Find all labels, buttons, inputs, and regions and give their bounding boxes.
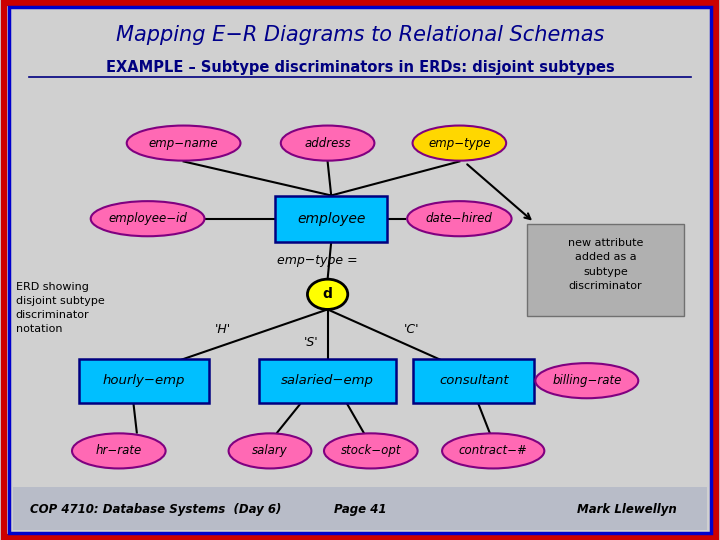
Ellipse shape [229, 433, 311, 468]
Text: 'S': 'S' [304, 336, 318, 349]
Ellipse shape [281, 126, 374, 161]
Ellipse shape [413, 126, 506, 161]
Ellipse shape [91, 201, 204, 237]
Ellipse shape [442, 433, 544, 468]
Text: billing−rate: billing−rate [552, 374, 621, 387]
Text: contract−#: contract−# [459, 444, 528, 457]
Text: hourly−emp: hourly−emp [103, 374, 185, 387]
FancyBboxPatch shape [527, 224, 684, 316]
Text: employee: employee [297, 212, 365, 226]
Ellipse shape [535, 363, 638, 399]
Text: Mark Llewellyn: Mark Llewellyn [577, 503, 676, 516]
Text: salary: salary [252, 444, 288, 457]
Text: emp−type: emp−type [428, 137, 490, 150]
Text: ERD showing
disjoint subtype
discriminator
notation: ERD showing disjoint subtype discriminat… [16, 282, 104, 334]
Text: 'H': 'H' [215, 323, 231, 336]
Text: hr−rate: hr−rate [96, 444, 142, 457]
Ellipse shape [324, 433, 418, 468]
Text: consultant: consultant [439, 374, 508, 387]
Text: address: address [305, 137, 351, 150]
FancyBboxPatch shape [413, 359, 534, 403]
Text: emp−type =: emp−type = [277, 254, 358, 267]
Text: Page 41: Page 41 [334, 503, 386, 516]
Text: emp−name: emp−name [149, 137, 218, 150]
Text: d: d [323, 287, 333, 301]
FancyBboxPatch shape [13, 487, 707, 530]
Text: salaried−emp: salaried−emp [282, 374, 374, 387]
Text: COP 4710: Database Systems  (Day 6): COP 4710: Database Systems (Day 6) [30, 503, 282, 516]
Text: date−hired: date−hired [426, 212, 492, 225]
Circle shape [307, 279, 348, 309]
FancyBboxPatch shape [275, 195, 387, 241]
Ellipse shape [127, 126, 240, 161]
Text: EXAMPLE – Subtype discriminators in ERDs: disjoint subtypes: EXAMPLE – Subtype discriminators in ERDs… [106, 60, 614, 75]
Text: stock−opt: stock−opt [341, 444, 401, 457]
Text: new attribute
added as a
subtype
discriminator: new attribute added as a subtype discrim… [568, 238, 643, 291]
FancyBboxPatch shape [259, 359, 396, 403]
Ellipse shape [72, 433, 166, 468]
Text: employee−id: employee−id [108, 212, 187, 225]
Text: Mapping E−R Diagrams to Relational Schemas: Mapping E−R Diagrams to Relational Schem… [116, 25, 604, 45]
Text: 'C': 'C' [404, 323, 420, 336]
FancyBboxPatch shape [79, 359, 209, 403]
Ellipse shape [408, 201, 511, 237]
